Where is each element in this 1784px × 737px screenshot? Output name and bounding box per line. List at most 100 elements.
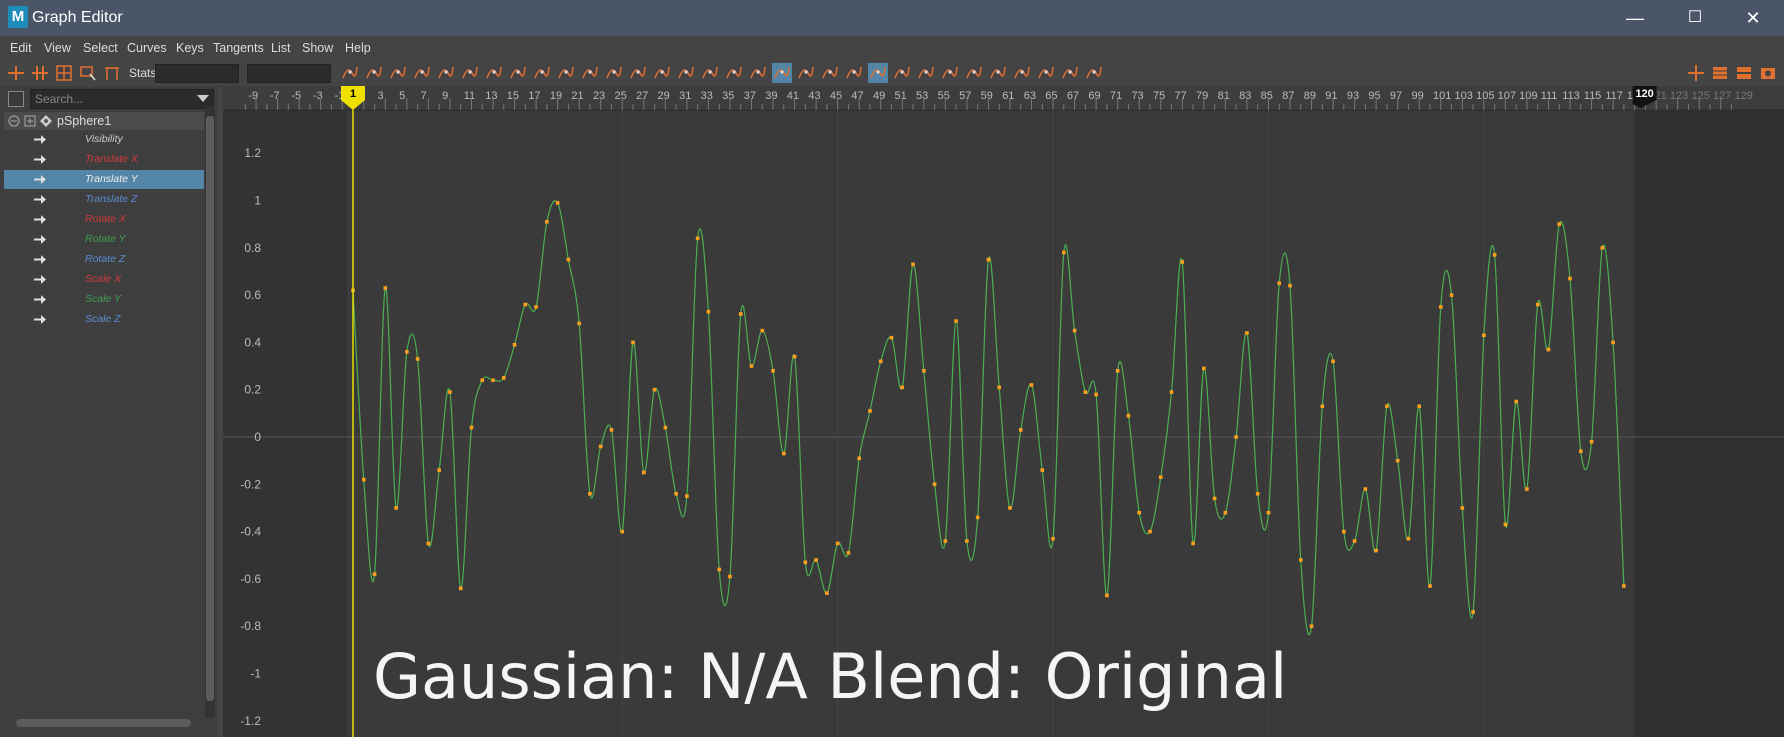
keyframe[interactable] bbox=[1320, 404, 1325, 409]
linear-tangent-icon[interactable] bbox=[532, 63, 552, 83]
menu-view[interactable]: View bbox=[44, 41, 71, 55]
keyframe[interactable] bbox=[1266, 510, 1271, 515]
keyframe[interactable] bbox=[695, 236, 700, 241]
stats-value-field[interactable] bbox=[247, 64, 331, 83]
keyframe[interactable] bbox=[545, 219, 549, 224]
keyframe[interactable] bbox=[1158, 475, 1163, 480]
keyframe[interactable] bbox=[975, 515, 980, 520]
keyframe[interactable] bbox=[986, 257, 991, 262]
attribute-row-rotate-x[interactable]: Rotate X bbox=[4, 210, 204, 229]
keyframe[interactable] bbox=[405, 350, 409, 354]
keyframe[interactable] bbox=[835, 541, 840, 546]
keyframe[interactable] bbox=[803, 560, 808, 565]
lock-weight-icon[interactable] bbox=[700, 63, 720, 83]
keyframe[interactable] bbox=[1395, 458, 1400, 463]
keyframe[interactable] bbox=[415, 357, 420, 361]
close-button[interactable]: ✕ bbox=[1745, 8, 1761, 28]
retime-icon[interactable] bbox=[102, 63, 122, 83]
attribute-row-scale-x[interactable]: Scale X bbox=[4, 270, 204, 289]
key-stats-icon[interactable] bbox=[796, 63, 816, 83]
keyframe[interactable] bbox=[361, 477, 366, 482]
frame-icon[interactable] bbox=[364, 63, 384, 83]
keyframe[interactable] bbox=[1471, 610, 1475, 614]
node-psphere1[interactable]: pSphere1 bbox=[4, 112, 204, 130]
keyframe[interactable] bbox=[846, 551, 851, 555]
keyframe[interactable] bbox=[1245, 331, 1249, 335]
keyframe[interactable] bbox=[631, 340, 635, 345]
keyframe[interactable] bbox=[1578, 449, 1583, 453]
keyframe[interactable] bbox=[534, 305, 538, 309]
keyframe[interactable] bbox=[1234, 435, 1238, 439]
attribute-row-translate-y[interactable]: Translate Y bbox=[4, 170, 204, 189]
keyframe[interactable] bbox=[1438, 305, 1443, 309]
keyframe[interactable] bbox=[1169, 390, 1174, 394]
keyframe[interactable] bbox=[878, 359, 883, 364]
keyframe[interactable] bbox=[792, 354, 797, 359]
keyframe[interactable] bbox=[512, 342, 517, 347]
curve-graph[interactable]: -9 -7 -5 -3 -1 3 5 7 9 11 13 15 17 19 21 23 25 27 29 31 33 35… bbox=[223, 86, 1784, 737]
keyframe[interactable] bbox=[1298, 558, 1303, 562]
keyframe[interactable] bbox=[372, 572, 377, 576]
keyframe[interactable] bbox=[663, 425, 668, 430]
keyframe[interactable] bbox=[1255, 491, 1260, 496]
cycle-icon[interactable] bbox=[868, 63, 888, 83]
scrollbar-thumb[interactable] bbox=[206, 116, 214, 701]
keyframe[interactable] bbox=[394, 506, 398, 510]
keyframe[interactable] bbox=[1363, 487, 1368, 491]
keyframe[interactable] bbox=[728, 574, 732, 579]
keyframe[interactable] bbox=[1535, 302, 1540, 307]
collapse-icon[interactable] bbox=[8, 115, 20, 127]
attribute-row-scale-y[interactable]: Scale Y bbox=[4, 290, 204, 309]
attribute-row-translate-z[interactable]: Translate Z bbox=[4, 190, 204, 209]
mute-icon[interactable] bbox=[1084, 63, 1104, 83]
keyframe[interactable] bbox=[911, 262, 915, 267]
keyframe[interactable] bbox=[1223, 510, 1228, 515]
minimize-button[interactable]: — bbox=[1626, 8, 1644, 28]
keyframe[interactable] bbox=[555, 201, 560, 205]
keyframe[interactable] bbox=[1051, 536, 1055, 541]
keyframe[interactable] bbox=[1503, 522, 1508, 527]
keyframe[interactable] bbox=[1309, 624, 1314, 628]
keyframe[interactable] bbox=[1094, 392, 1098, 397]
menu-keys[interactable]: Keys bbox=[176, 41, 204, 55]
keyframe[interactable] bbox=[717, 567, 721, 572]
zoom-icon[interactable] bbox=[340, 63, 360, 83]
break-tangent-icon[interactable] bbox=[628, 63, 648, 83]
keyframe[interactable] bbox=[383, 286, 388, 290]
keyframe[interactable] bbox=[1115, 368, 1120, 373]
keyframe[interactable] bbox=[1212, 496, 1217, 501]
keyframe[interactable] bbox=[652, 387, 657, 392]
keyframe[interactable] bbox=[426, 541, 431, 546]
free-weight-icon[interactable] bbox=[676, 63, 696, 83]
keyframe[interactable] bbox=[738, 312, 743, 316]
keyframe[interactable] bbox=[943, 539, 948, 543]
keyframe[interactable] bbox=[1600, 246, 1605, 250]
keyframe[interactable] bbox=[932, 482, 937, 487]
stats-frame-field[interactable] bbox=[155, 64, 239, 83]
keyframe[interactable] bbox=[1428, 584, 1432, 588]
search-input[interactable]: Search... bbox=[30, 89, 214, 109]
plateau-tangent-icon[interactable] bbox=[604, 63, 624, 83]
keyframe[interactable] bbox=[1589, 439, 1594, 444]
spline-tangent-icon[interactable] bbox=[484, 63, 504, 83]
keyframe[interactable] bbox=[900, 385, 905, 390]
keyframe[interactable] bbox=[1029, 383, 1034, 387]
keyframe[interactable] bbox=[954, 319, 958, 323]
clip-icon[interactable] bbox=[988, 63, 1008, 83]
oscillate-icon[interactable] bbox=[916, 63, 936, 83]
keyframe[interactable] bbox=[437, 468, 441, 472]
graph-view-icon[interactable] bbox=[1710, 63, 1730, 83]
keyframe[interactable] bbox=[1482, 333, 1486, 338]
auto-tangent-icon[interactable] bbox=[460, 63, 480, 83]
keyframe[interactable] bbox=[469, 425, 474, 430]
keyframe[interactable] bbox=[674, 491, 678, 496]
keyframe[interactable] bbox=[1072, 328, 1077, 333]
keyframe[interactable] bbox=[1406, 536, 1411, 541]
keyframe[interactable] bbox=[1202, 366, 1206, 371]
keyframe[interactable] bbox=[1105, 593, 1109, 598]
end-frame-marker[interactable] bbox=[1632, 86, 1657, 108]
keyframe[interactable] bbox=[1083, 390, 1088, 394]
keyframe[interactable] bbox=[1385, 404, 1389, 409]
curve-buffer-icon[interactable] bbox=[724, 63, 744, 83]
insert-key-icon[interactable] bbox=[30, 63, 50, 83]
